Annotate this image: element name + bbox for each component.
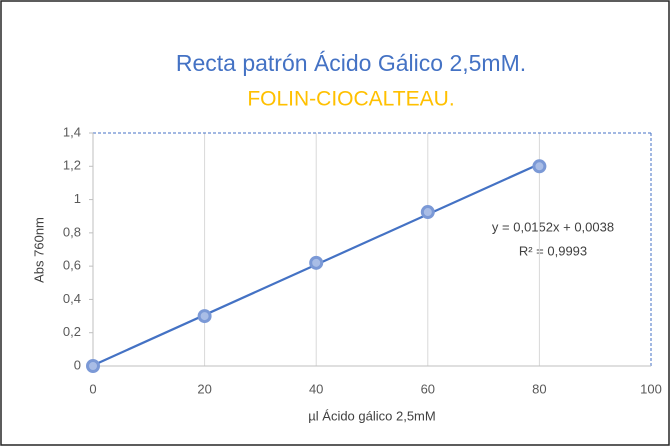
y-tick-label: 1,2 [63,158,81,173]
x-tick-label: 60 [421,381,435,396]
y-tick-label: 0,6 [63,258,81,273]
x-tick-label: 100 [640,381,662,396]
point [86,359,100,373]
point [532,159,547,174]
y-tick-label: 0,4 [63,291,81,306]
r-squared: R² = 0,9993 [519,243,587,258]
y-tick-label: 1 [74,191,81,206]
x-tick-label: 40 [309,381,323,396]
point [309,255,324,270]
chart-subtitle: FOLIN-CIOCALTEAU. [247,88,454,111]
y-tick-label: 0,2 [63,324,81,339]
x-axis-title: µl Ácido gálico 2,5mM [308,408,435,423]
y-tick-label: 0,8 [63,224,81,239]
point [420,205,435,220]
point [197,309,212,324]
y-tick-label: 1,4 [63,124,81,139]
chart-title: Recta patrón Ácido Gálico 2,5mM. [176,50,526,76]
x-tick-label: 80 [532,381,546,396]
x-tick-label: 20 [197,381,211,396]
equation: y = 0,0152x + 0,0038 [492,219,614,234]
y-axis-title: Abs 760nm [31,217,46,283]
y-tick-label: 0 [74,357,81,372]
x-tick-label: 0 [89,381,96,396]
